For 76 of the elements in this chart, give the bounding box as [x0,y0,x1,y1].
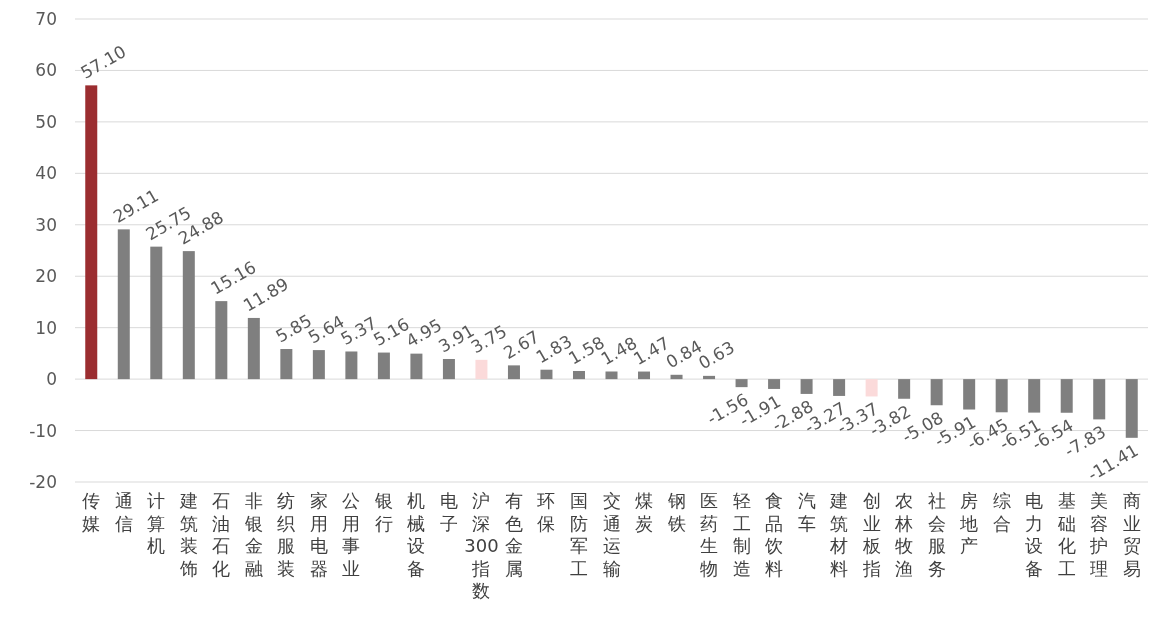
x-tick-label: 沪深300指数 [464,490,499,601]
x-tick-label: 综合 [992,490,1011,534]
bar [117,229,130,380]
y-tick-label: 40 [35,163,57,184]
bar [963,379,976,410]
x-tick-label: 煤炭 [635,490,654,534]
x-tick-label: 美容护理 [1089,490,1109,579]
x-tick-label: 基础化工 [1056,490,1076,579]
bar [865,379,878,397]
bar [670,374,683,380]
bar [85,85,98,380]
bar [768,379,781,389]
bar [995,379,1008,413]
x-tick-label: 汽车 [797,490,816,534]
bar [605,371,618,380]
bar [410,353,423,380]
x-tick-label: 农林牧渔 [894,490,914,579]
x-tick-label: 纺织服装 [277,490,296,579]
bar [703,375,716,380]
x-tick-label: 通信 [114,490,133,534]
x-tick-label: 计算机 [147,490,166,556]
x-tick-label: 建筑装饰 [178,490,198,579]
x-tick-label: 机械设备 [407,490,426,579]
y-tick-label: -20 [29,472,57,492]
bar [1028,379,1041,413]
bar [182,251,195,380]
x-tick-label: 创业板指 [861,490,881,579]
x-tick-label: 传媒 [82,490,101,534]
x-tick-label: 非银金融 [243,490,263,579]
y-tick-label: 60 [35,60,57,81]
y-tick-label: -10 [29,420,57,441]
bar [150,246,163,380]
bar [345,351,358,380]
bar [377,352,390,380]
x-tick-label: 银行 [373,490,393,534]
bar [442,359,455,380]
x-tick-label: 国防军工 [569,490,588,579]
x-tick-label: 钢铁 [666,490,686,534]
x-tick-label: 轻工制造 [732,490,751,579]
bar [833,379,846,396]
x-tick-label: 公用事业 [342,490,361,579]
bar [1125,379,1138,438]
x-tick-label: 社会服务 [927,490,946,579]
x-tick-label: 石油石化 [212,490,231,579]
bar [247,317,260,380]
bar [1093,379,1106,420]
bar [280,349,293,380]
x-tick-label: 商业贸易 [1122,490,1141,579]
bar [930,379,943,406]
bar [800,379,813,394]
bar [735,379,748,388]
bar [312,350,325,380]
bar [1060,379,1073,413]
x-tick-label: 建筑材料 [829,490,849,579]
x-tick-label: 家用电器 [309,490,328,579]
bar [898,379,911,399]
bar [572,370,585,380]
x-tick-label: 电子 [439,490,458,534]
x-tick-label: 电力设备 [1025,490,1044,579]
bar [540,369,553,380]
x-tick-label: 医药生物 [700,490,719,579]
x-tick-label: 食品饮料 [764,490,784,579]
bar [507,365,520,380]
x-tick-label: 有色金属 [504,490,523,579]
x-tick-label: 环保 [537,490,556,534]
y-tick-label: 30 [35,214,57,235]
y-tick-label: 0 [46,369,57,390]
y-tick-label: 20 [35,266,57,287]
bar [638,371,651,380]
bar [215,301,228,380]
y-tick-label: 10 [35,317,57,338]
y-tick-label: 50 [35,111,57,132]
y-tick-label: 70 [35,9,57,29]
bar [475,359,488,380]
x-tick-label: 交通运输 [602,490,621,579]
x-tick-label: 房地产 [959,490,979,556]
